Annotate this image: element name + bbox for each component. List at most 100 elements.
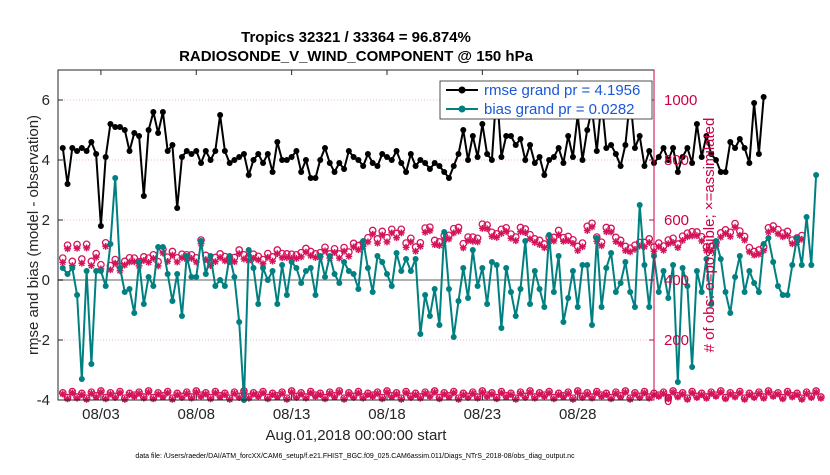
obs-assimilated-marker-d2 bbox=[646, 239, 653, 246]
obs-floor-assimilated-marker-d2 bbox=[517, 390, 524, 397]
rmse-point bbox=[283, 157, 290, 163]
rmse-point bbox=[264, 151, 271, 157]
rmse-point bbox=[441, 169, 448, 175]
rmse-point bbox=[450, 163, 457, 169]
obs-floor-assimilated-marker bbox=[273, 393, 281, 401]
rmse-point bbox=[97, 223, 104, 229]
obs-floor-assimilated-marker-d2 bbox=[212, 389, 219, 396]
rmse-point bbox=[603, 145, 610, 151]
obs-assimilated-marker bbox=[407, 238, 415, 246]
obs-assimilated-marker-d2 bbox=[655, 243, 662, 250]
bias-point bbox=[445, 286, 452, 292]
obs-assimilated-marker-d2 bbox=[732, 224, 739, 231]
obs-floor-assimilated-marker bbox=[59, 390, 67, 398]
bias-point bbox=[121, 289, 128, 295]
bias-point bbox=[341, 259, 348, 265]
bias-point bbox=[584, 262, 591, 268]
obs-assimilated-marker bbox=[331, 249, 338, 256]
obs-assimilated-marker bbox=[221, 257, 229, 265]
rmse-point bbox=[341, 166, 348, 172]
obs-assimilated-marker-d2 bbox=[465, 237, 472, 244]
obs-floor-assimilated-marker-d2 bbox=[817, 395, 824, 402]
obs-floor-assimilated-marker bbox=[83, 396, 91, 403]
obs-floor-assimilated-marker bbox=[512, 396, 520, 403]
y-axis-label-right: # of obs: o=possible; ×=assimilated bbox=[701, 118, 718, 353]
bias-point bbox=[774, 283, 781, 289]
rmse-point bbox=[512, 142, 519, 148]
obs-floor-assimilated-marker-d2 bbox=[670, 389, 677, 396]
bias-point bbox=[88, 361, 95, 367]
obs-assimilated-marker-d2 bbox=[612, 238, 619, 245]
obs-floor-assimilated-marker-d2 bbox=[355, 389, 362, 396]
rmse-point bbox=[312, 175, 319, 181]
obs-assimilated-marker-d2 bbox=[74, 245, 81, 252]
obs-assimilated-marker-d2 bbox=[608, 228, 615, 236]
obs-floor-assimilated-marker bbox=[664, 395, 672, 403]
obs-assimilated-marker bbox=[774, 230, 782, 238]
rmse-point bbox=[436, 163, 443, 169]
obs-floor-assimilated-marker-d2 bbox=[136, 390, 143, 397]
obs-floor-assimilated-marker bbox=[779, 395, 787, 403]
obs-floor-assimilated-marker-d2 bbox=[760, 395, 767, 402]
obs-floor-assimilated-marker bbox=[760, 394, 768, 402]
rmse-point bbox=[231, 157, 238, 163]
obs-assimilated-marker bbox=[64, 245, 71, 253]
y-right-tick-label: 400 bbox=[664, 272, 689, 289]
bias-point bbox=[78, 376, 85, 382]
bias-point bbox=[507, 289, 514, 295]
obs-assimilated-marker bbox=[579, 243, 586, 251]
rmse-point bbox=[555, 145, 562, 151]
bias-point bbox=[207, 253, 214, 259]
rmse-point bbox=[379, 151, 386, 157]
obs-assimilated-marker-d2 bbox=[150, 255, 157, 262]
obs-assimilated-marker-d2 bbox=[598, 242, 605, 249]
obs-assimilated-marker bbox=[664, 240, 672, 248]
obs-assimilated-marker bbox=[540, 244, 548, 251]
bias-point bbox=[164, 271, 171, 277]
bias-point bbox=[488, 259, 495, 265]
obs-floor-assimilated-marker-d2 bbox=[469, 390, 476, 397]
obs-floor-assimilated-marker-d2 bbox=[131, 393, 138, 400]
obs-floor-assimilated-marker bbox=[374, 390, 381, 397]
obs-floor-assimilated-marker bbox=[722, 395, 729, 403]
obs-floor-assimilated-marker bbox=[741, 396, 748, 403]
obs-floor-assimilated-marker bbox=[455, 396, 462, 403]
obs-assimilated-marker-d2 bbox=[488, 233, 495, 240]
obs-floor-assimilated-marker-d2 bbox=[221, 391, 228, 398]
rmse-point bbox=[288, 154, 295, 160]
obs-floor-assimilated-marker bbox=[192, 388, 200, 396]
obs-floor-assimilated-marker bbox=[560, 393, 567, 401]
obs-floor-assimilated-marker bbox=[159, 393, 167, 401]
obs-assimilated-marker bbox=[149, 255, 157, 262]
obs-assimilated-marker-d2 bbox=[426, 227, 433, 234]
obs-assimilated-marker-d2 bbox=[403, 244, 410, 251]
x-tick-label: 08/18 bbox=[368, 406, 406, 423]
obs-floor-assimilated-marker-d2 bbox=[736, 389, 743, 396]
obs-assimilated-marker bbox=[211, 258, 219, 266]
obs-floor-assimilated-marker-d2 bbox=[83, 396, 90, 403]
bias-point bbox=[579, 262, 586, 268]
bias-point bbox=[631, 304, 638, 310]
rmse-point bbox=[78, 145, 85, 151]
obs-assimilated-marker-d2 bbox=[369, 231, 376, 238]
obs-floor-assimilated-marker bbox=[583, 390, 591, 398]
obs-assimilated-marker-d2 bbox=[512, 237, 519, 244]
bias-point bbox=[808, 262, 815, 268]
obs-assimilated-marker-d2 bbox=[531, 239, 538, 246]
rmse-point bbox=[307, 175, 314, 181]
rmse-point bbox=[150, 109, 157, 115]
obs-floor-assimilated-marker-d2 bbox=[121, 396, 128, 403]
obs-assimilated-marker bbox=[121, 261, 129, 269]
bias-point bbox=[317, 253, 324, 259]
bias-point bbox=[732, 274, 739, 280]
rmse-point bbox=[174, 205, 181, 211]
obs-assimilated-marker-d2 bbox=[679, 237, 686, 244]
bias-point bbox=[736, 253, 743, 259]
obs-floor-assimilated-marker bbox=[426, 393, 434, 400]
obs-assimilated-marker bbox=[107, 266, 114, 274]
chart-title-line1: Tropics 32321 / 33364 = 96.874% bbox=[241, 29, 471, 46]
obs-assimilated-marker-d2 bbox=[741, 237, 748, 244]
bias-point bbox=[326, 253, 333, 259]
obs-floor-assimilated-marker bbox=[445, 393, 453, 401]
